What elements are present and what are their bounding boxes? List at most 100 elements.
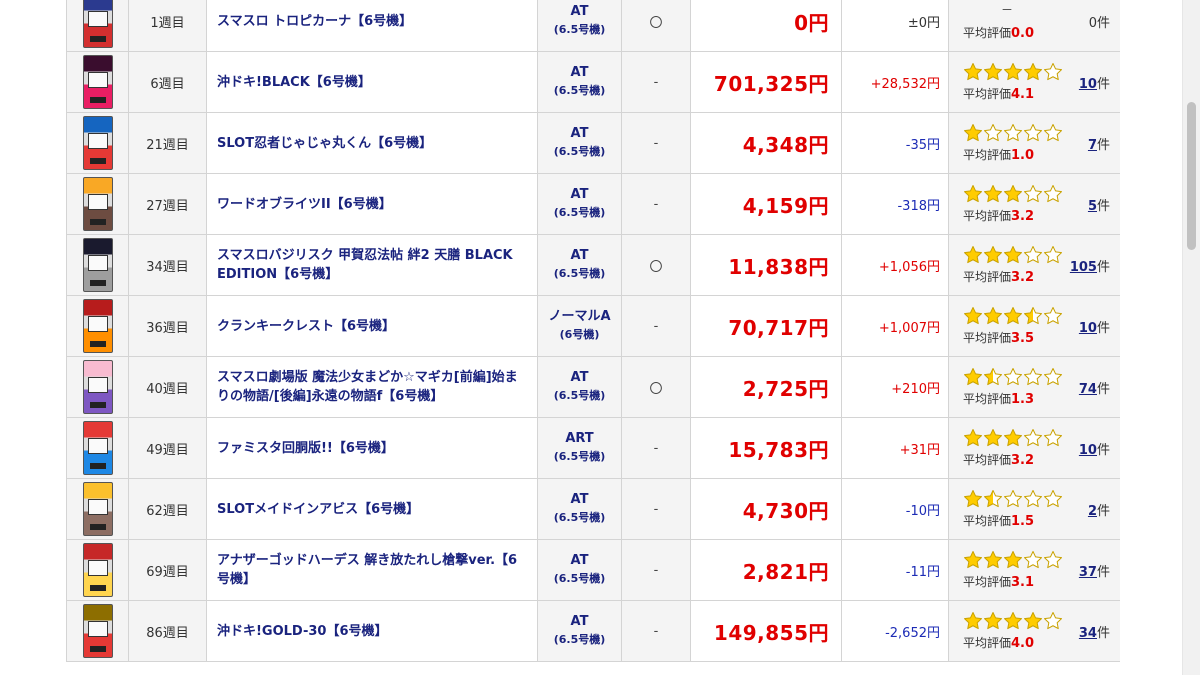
average-value: 3.2 [1011,270,1035,285]
machine-type: AT [570,492,589,507]
review-count-link[interactable]: 34 [1078,625,1097,641]
machine-image[interactable] [82,299,113,353]
star-icon [984,63,1002,81]
machine-image[interactable] [82,543,113,597]
machine-type: ノーマルA [548,309,611,324]
machine-image[interactable] [82,55,113,109]
week-label: 62週目 [146,503,189,519]
machine-name-link[interactable]: スマスロバジリスク 甲賀忍法帖 絆2 天膳 BLACK EDITION【6号機】 [217,248,513,282]
star-icon [1004,185,1022,203]
star-rating [963,489,1063,511]
machine-type: AT [570,187,589,202]
mark-symbol: 〇 [649,381,663,397]
review-count: 10件 [1079,73,1110,92]
star-icon [984,185,1002,203]
machine-name-link[interactable]: SLOTメイドインアビス【6号機】 [217,501,420,517]
mark-cell: 〇 [621,356,691,418]
mark-symbol: 〇 [649,259,663,275]
star-rating [963,123,1063,145]
machine-image[interactable] [82,421,113,475]
machine-image[interactable] [82,238,113,292]
machine-name-link[interactable]: アナザーゴッドハーデス 解き放たれし槍撃ver.【6号機】 [217,553,518,587]
week-cell: 49週目 [128,417,207,479]
review-count: 2件 [1088,500,1110,519]
review-count-link[interactable]: 7 [1087,137,1097,153]
machine-type-cell: AT (6.5号機) [537,51,622,113]
average-value: 4.0 [1011,636,1035,651]
mark-cell: 〇 [621,234,691,296]
machine-type-cell: AT (6.5号機) [537,539,622,601]
diff-value: -318円 [897,198,940,214]
machine-image[interactable] [82,604,113,658]
scrollbar-thumb[interactable] [1187,102,1196,250]
week-cell: 27週目 [128,173,207,235]
machine-name-link[interactable]: スマスロ劇場版 魔法少女まどか☆マギカ[前編]始まりの物語/[後編]永遠の物語f… [217,370,518,404]
star-icon [984,429,1002,447]
machine-name-link[interactable]: ワードオブライツII【6号機】 [217,196,392,212]
diff-cell: +210円 [841,356,949,418]
machine-image[interactable] [82,0,113,48]
review-count-link[interactable]: 2 [1087,503,1097,519]
review-count-link[interactable]: 10 [1078,442,1097,458]
average-label: 平均評価 [963,87,1012,101]
star-icon [1044,246,1062,264]
amount-value: 4,159円 [742,193,829,218]
average-value: 0.0 [1011,26,1035,41]
machine-type: AT [570,553,589,568]
mark-symbol: 〇 [649,15,663,31]
review-count-link[interactable]: 10 [1078,320,1097,336]
machine-name-link[interactable]: スマスロ トロピカーナ【6号機】 [217,13,413,29]
machine-thumbnail-cell [66,234,129,296]
review-count: 5件 [1088,195,1110,214]
star-icon [1044,551,1062,569]
star-icon [1044,63,1062,81]
machine-type-cell: AT (6.5号機) [537,478,622,540]
machine-thumbnail-cell [66,51,129,113]
machine-name-cell: スマスロ トロピカーナ【6号機】 [206,0,538,52]
review-count-suffix: 0件 [1088,15,1110,31]
machine-name-cell: ワードオブライツII【6号機】 [206,173,538,235]
machine-name-link[interactable]: ファミスタ回胴版!!【6号機】 [217,440,394,456]
week-label: 36週目 [146,320,189,336]
review-count-link[interactable]: 37 [1078,564,1097,580]
machine-image[interactable] [82,360,113,414]
review-count: 34件 [1079,622,1110,641]
table-row: 21週目 SLOT忍者じゃじゃ丸くん【6号機】 AT (6.5号機) - 4,3… [66,112,1120,174]
rating-cell: 平均評価1.5 2件 [948,478,1120,540]
star-icon [984,246,1002,264]
review-count: 10件 [1079,439,1110,458]
star-icon [1024,368,1042,386]
machine-name-link[interactable]: 沖ドキ!GOLD-30【6号機】 [217,623,388,639]
mark-cell: - [621,417,691,479]
review-count: 7件 [1088,134,1110,153]
review-count-link[interactable]: 105 [1069,259,1097,275]
diff-value: -10円 [905,503,940,519]
week-cell: 34週目 [128,234,207,296]
star-rating [963,306,1063,328]
rating-cell: 平均評価4.1 10件 [948,51,1120,113]
machine-name-cell: アナザーゴッドハーデス 解き放たれし槍撃ver.【6号機】 [206,539,538,601]
average-label: 平均評価 [963,270,1012,284]
average-value: 3.2 [1011,209,1035,224]
amount-value: 11,838円 [728,254,829,279]
review-count-link[interactable]: 5 [1087,198,1097,214]
vertical-scrollbar[interactable] [1182,0,1200,675]
machine-image[interactable] [82,482,113,536]
diff-value: +210円 [891,381,940,397]
machine-image[interactable] [82,177,113,231]
machine-name-link[interactable]: SLOT忍者じゃじゃ丸くん【6号機】 [217,135,433,151]
machine-image[interactable] [82,116,113,170]
star-icon [1044,429,1062,447]
week-label: 27週目 [146,198,189,214]
machine-name-link[interactable]: 沖ドキ!BLACK【6号機】 [217,74,371,90]
mark-cell: - [621,295,691,357]
review-count-link[interactable]: 74 [1078,381,1097,397]
machine-thumbnail-cell [66,173,129,235]
machine-name-link[interactable]: クランキークレスト【6号機】 [217,318,396,334]
review-count-link[interactable]: 10 [1078,76,1097,92]
star-icon [1024,551,1042,569]
review-count-suffix: 件 [1096,320,1110,336]
amount-cell: 149,855円 [690,600,842,662]
week-cell: 62週目 [128,478,207,540]
diff-value: -2,652円 [885,625,940,641]
